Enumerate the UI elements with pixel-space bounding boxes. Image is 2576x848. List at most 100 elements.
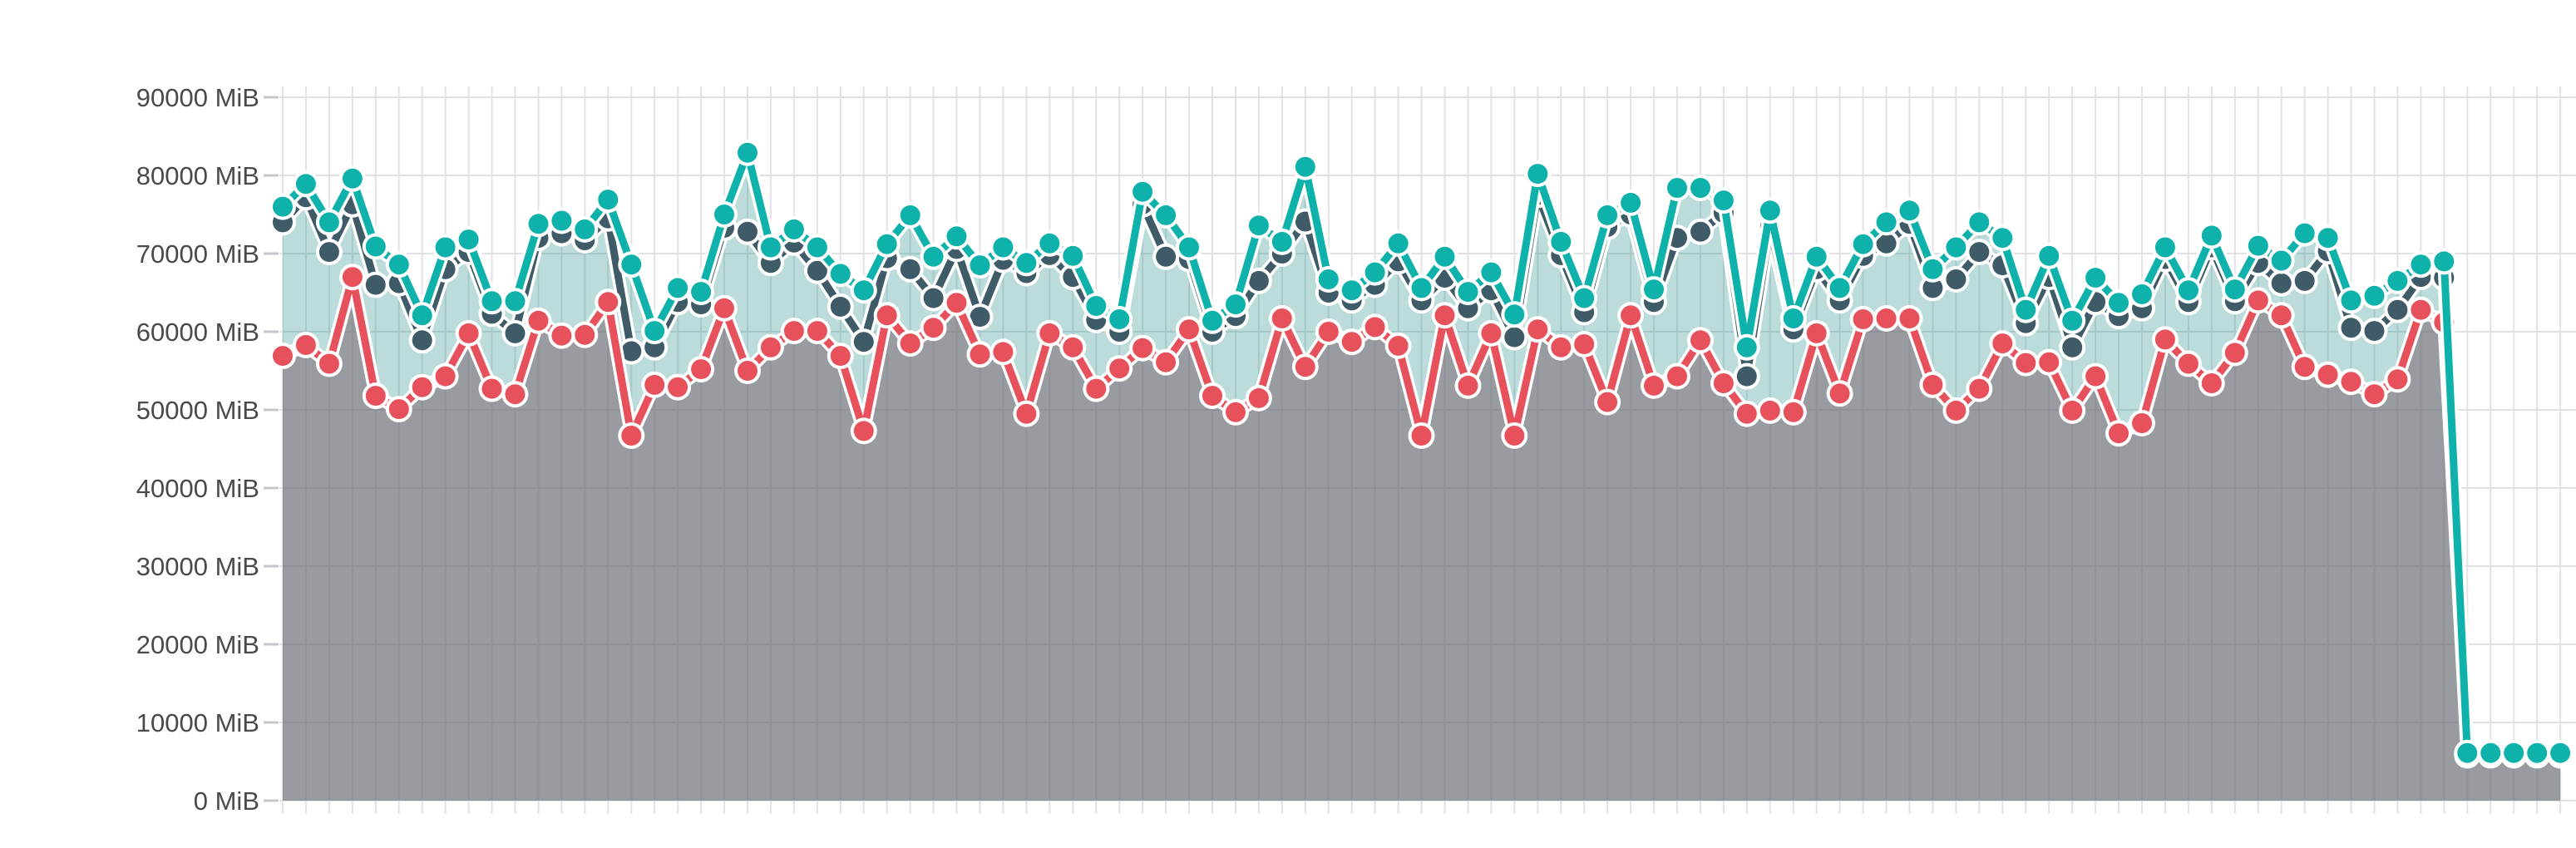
data-point[interactable] — [412, 377, 432, 397]
data-point[interactable] — [1551, 231, 1572, 252]
data-point[interactable] — [853, 280, 874, 301]
data-point[interactable] — [1736, 366, 1757, 387]
data-point[interactable] — [1806, 246, 1827, 267]
data-point[interactable] — [2411, 299, 2431, 320]
data-point[interactable] — [1481, 262, 1502, 283]
data-point[interactable] — [1713, 190, 1734, 211]
data-point[interactable] — [760, 337, 781, 357]
data-point[interactable] — [644, 321, 665, 342]
data-point[interactable] — [1946, 269, 1967, 289]
data-point[interactable] — [1086, 296, 1107, 316]
data-point[interactable] — [1295, 156, 1315, 177]
data-point[interactable] — [1318, 269, 1339, 289]
data-point[interactable] — [1179, 237, 1199, 258]
data-point[interactable] — [2132, 413, 2152, 433]
data-point[interactable] — [2062, 337, 2083, 357]
data-point[interactable] — [1434, 305, 1455, 326]
data-point[interactable] — [1481, 323, 1502, 343]
data-point[interactable] — [668, 278, 688, 298]
data-point[interactable] — [1899, 200, 1920, 221]
data-point[interactable] — [2434, 251, 2455, 272]
data-point[interactable] — [1109, 358, 1130, 379]
data-point[interactable] — [1527, 319, 1548, 340]
data-point[interactable] — [1992, 333, 2013, 354]
data-point[interactable] — [2109, 293, 2129, 313]
data-point[interactable] — [2387, 369, 2408, 390]
data-point[interactable] — [1969, 378, 1990, 399]
data-point[interactable] — [2132, 283, 2152, 304]
data-point[interactable] — [458, 323, 479, 343]
data-point[interactable] — [365, 274, 386, 295]
data-point[interactable] — [1411, 426, 1432, 446]
data-point[interactable] — [1109, 309, 1130, 329]
data-point[interactable] — [1946, 400, 1967, 421]
data-point[interactable] — [1736, 337, 1757, 357]
data-point[interactable] — [2109, 423, 2129, 444]
data-point[interactable] — [388, 254, 409, 275]
data-point[interactable] — [1156, 205, 1177, 225]
data-point[interactable] — [2364, 384, 2385, 405]
data-point[interactable] — [1713, 373, 1734, 393]
data-point[interactable] — [830, 296, 851, 317]
data-point[interactable] — [2341, 372, 2361, 392]
data-point[interactable] — [2201, 225, 2222, 246]
data-point[interactable] — [1946, 237, 1967, 258]
data-point[interactable] — [993, 237, 1014, 258]
data-point[interactable] — [1690, 178, 1710, 198]
data-point[interactable] — [2271, 250, 2292, 271]
data-point[interactable] — [1039, 233, 1060, 254]
data-point[interactable] — [807, 237, 827, 258]
data-point[interactable] — [1621, 305, 1641, 326]
data-point[interactable] — [2224, 279, 2245, 300]
data-point[interactable] — [2271, 273, 2292, 293]
data-point[interactable] — [2062, 310, 2083, 331]
data-point[interactable] — [970, 344, 990, 365]
data-point[interactable] — [830, 264, 851, 284]
data-point[interactable] — [621, 426, 642, 446]
data-point[interactable] — [528, 310, 549, 331]
data-point[interactable] — [1574, 334, 1595, 354]
data-point[interactable] — [1644, 375, 1664, 396]
data-point[interactable] — [551, 325, 572, 346]
data-point[interactable] — [1271, 308, 1292, 328]
data-point[interactable] — [1388, 335, 1409, 356]
data-point[interactable] — [1411, 278, 1432, 298]
data-point[interactable] — [970, 255, 990, 276]
data-point[interactable] — [295, 174, 316, 195]
data-point[interactable] — [1969, 242, 1990, 263]
data-point[interactable] — [2016, 353, 2036, 373]
data-point[interactable] — [435, 237, 456, 258]
data-point[interactable] — [2411, 254, 2431, 275]
data-point[interactable] — [644, 374, 665, 395]
data-point[interactable] — [342, 267, 363, 288]
data-point[interactable] — [691, 282, 712, 303]
data-point[interactable] — [2527, 742, 2548, 763]
data-point[interactable] — [2294, 223, 2315, 244]
data-point[interactable] — [2457, 742, 2478, 763]
data-point[interactable] — [1736, 403, 1757, 424]
data-point[interactable] — [1133, 338, 1153, 358]
data-point[interactable] — [923, 288, 944, 308]
data-point[interactable] — [575, 219, 595, 239]
data-point[interactable] — [273, 346, 293, 367]
data-point[interactable] — [2294, 357, 2315, 377]
data-point[interactable] — [1759, 200, 1780, 221]
data-point[interactable] — [458, 229, 479, 250]
data-point[interactable] — [1504, 426, 1525, 446]
data-point[interactable] — [412, 305, 432, 326]
data-point[interactable] — [1690, 330, 1710, 351]
data-point[interactable] — [1248, 387, 1269, 408]
data-point[interactable] — [1899, 308, 1920, 328]
data-point[interactable] — [2201, 373, 2222, 393]
data-point[interactable] — [853, 332, 874, 353]
data-point[interactable] — [691, 359, 712, 380]
data-point[interactable] — [1644, 279, 1664, 300]
data-point[interactable] — [318, 353, 339, 374]
data-point[interactable] — [2317, 364, 2338, 385]
data-point[interactable] — [1295, 357, 1315, 377]
data-point[interactable] — [2248, 235, 2268, 256]
data-point[interactable] — [2504, 742, 2524, 763]
data-point[interactable] — [295, 335, 316, 355]
data-point[interactable] — [970, 307, 990, 328]
data-point[interactable] — [1992, 228, 2013, 249]
